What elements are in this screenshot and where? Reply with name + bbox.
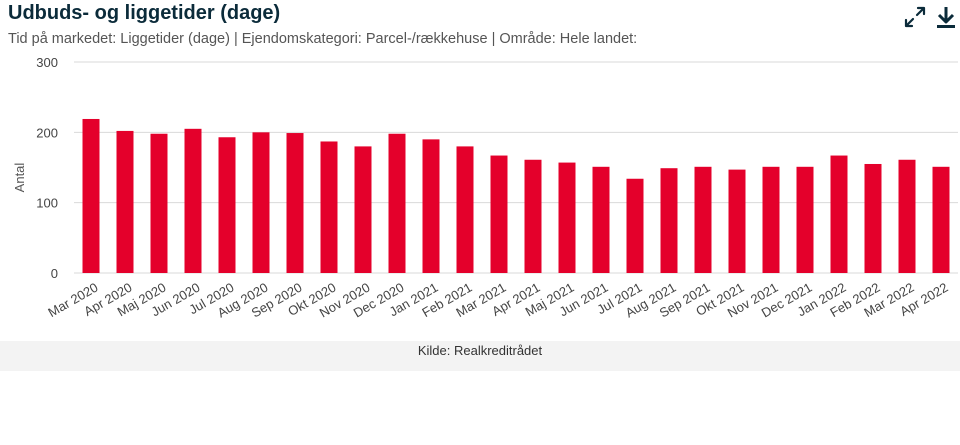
bar[interactable] xyxy=(864,163,882,273)
bar[interactable] xyxy=(150,133,168,273)
y-tick-label: 200 xyxy=(36,125,58,140)
bar[interactable] xyxy=(932,166,950,273)
y-axis-label: Antal xyxy=(12,163,27,193)
bar[interactable] xyxy=(592,166,610,273)
expand-icon xyxy=(904,6,926,28)
chart-title: Udbuds- og liggetider (dage) xyxy=(8,2,281,24)
source-footer: Kilde: Realkreditrådet xyxy=(0,341,960,371)
bar[interactable] xyxy=(524,159,542,273)
y-tick-label: 0 xyxy=(51,266,58,281)
expand-button[interactable] xyxy=(902,4,928,30)
bars xyxy=(82,118,950,273)
bar[interactable] xyxy=(762,166,780,273)
gridlines xyxy=(74,61,958,274)
download-icon xyxy=(937,7,955,28)
bar[interactable] xyxy=(354,146,372,273)
bar[interactable] xyxy=(898,159,916,273)
y-axis-ticks: 0 100 200 300 xyxy=(36,55,58,281)
bar[interactable] xyxy=(456,146,474,273)
bar[interactable] xyxy=(388,133,406,273)
source-text: Kilde: Realkreditrådet xyxy=(417,343,543,358)
bar[interactable] xyxy=(490,155,508,273)
chart-subtitle: Tid på markedet: Liggetider (dage) | Eje… xyxy=(8,31,638,47)
download-button[interactable] xyxy=(933,4,959,30)
bar[interactable] xyxy=(728,169,746,273)
bar[interactable] xyxy=(422,139,440,273)
bar[interactable] xyxy=(320,141,338,273)
y-tick-label: 100 xyxy=(36,196,58,211)
bar[interactable] xyxy=(660,168,678,273)
bar[interactable] xyxy=(252,132,270,273)
bar[interactable] xyxy=(218,137,236,273)
bar[interactable] xyxy=(286,133,304,273)
bar[interactable] xyxy=(558,162,576,273)
bar[interactable] xyxy=(82,118,100,273)
bar[interactable] xyxy=(184,128,202,273)
bar[interactable] xyxy=(796,166,814,273)
bar[interactable] xyxy=(830,155,848,273)
bar[interactable] xyxy=(694,166,712,273)
bar[interactable] xyxy=(116,130,134,273)
y-tick-label: 300 xyxy=(36,55,58,70)
bar[interactable] xyxy=(626,178,644,273)
